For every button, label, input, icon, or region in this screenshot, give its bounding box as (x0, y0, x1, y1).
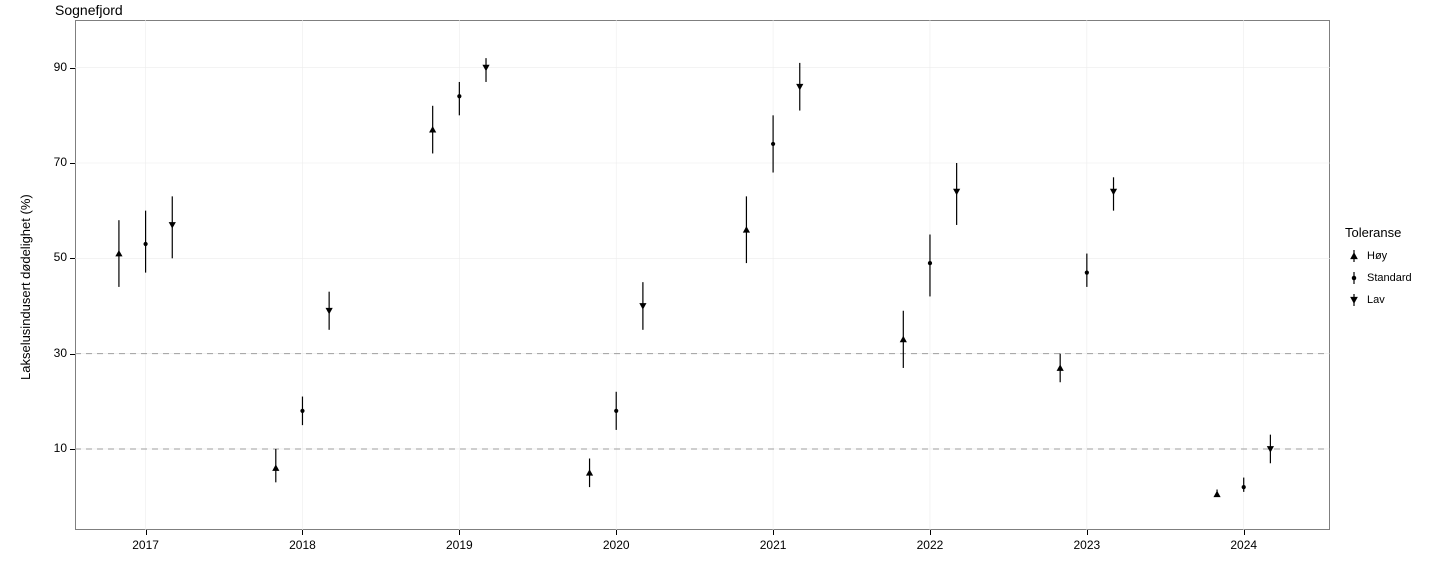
chart-root: { "layout": { "image_w": 1437, "image_h"… (0, 0, 1437, 575)
chart-svg (0, 0, 1437, 575)
